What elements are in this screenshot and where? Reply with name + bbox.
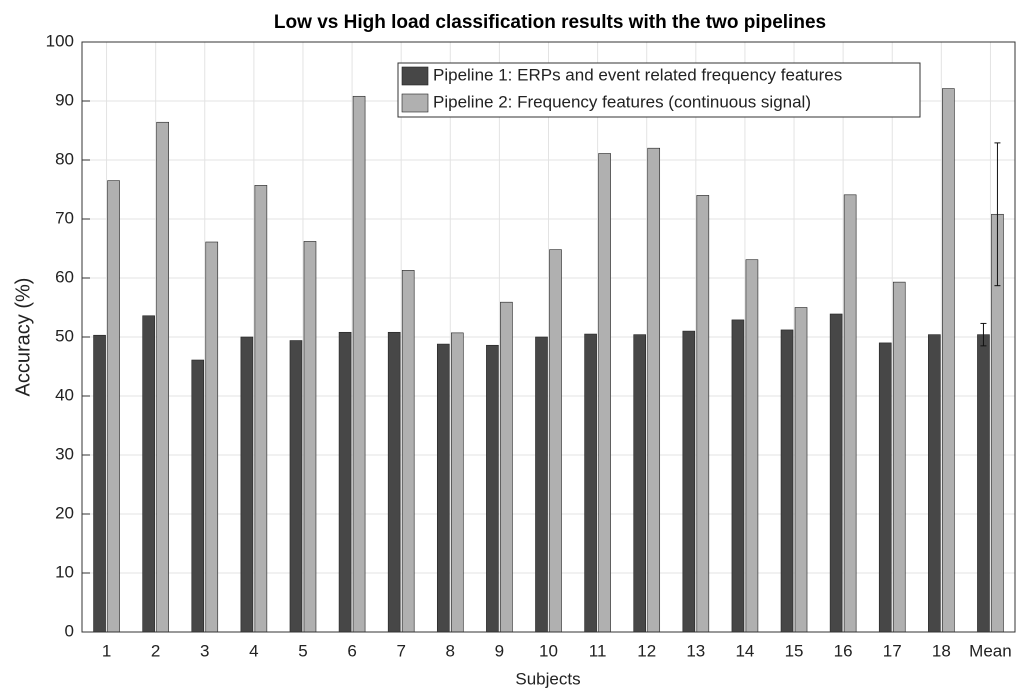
bar [107, 180, 120, 633]
x-tick-label: 3 [200, 641, 209, 660]
bar [254, 185, 268, 633]
x-tick-label: Mean [969, 641, 1012, 660]
y-tick-label: 60 [55, 267, 74, 286]
bar [745, 259, 759, 633]
bar [486, 344, 499, 633]
y-tick-label: 0 [65, 621, 74, 640]
legend: Pipeline 1: ERPs and event related frequ… [397, 62, 921, 118]
x-tick-label: 16 [834, 641, 853, 660]
bar [191, 359, 205, 633]
y-tick-label: 70 [55, 208, 74, 227]
bar [387, 331, 401, 633]
bar [928, 334, 941, 633]
bar [731, 319, 745, 633]
bar [401, 270, 415, 633]
x-tick-label: 12 [637, 641, 656, 660]
x-tick-label: 8 [446, 641, 455, 660]
x-tick-label: 18 [932, 641, 951, 660]
x-tick-label: 15 [785, 641, 804, 660]
y-tick-label: 40 [55, 385, 74, 404]
bar [303, 241, 317, 633]
x-tick-label: 4 [249, 641, 258, 660]
bar [977, 334, 990, 633]
bar [205, 241, 219, 633]
legend-label: Pipeline 2: Frequency features (continuo… [433, 92, 811, 111]
bar [450, 332, 464, 633]
bar [584, 333, 597, 633]
bar [500, 301, 513, 633]
bar [289, 340, 303, 633]
bar [352, 95, 366, 633]
bar [878, 342, 892, 633]
legend-label: Pipeline 1: ERPs and event related frequ… [433, 65, 842, 84]
x-tick-label: 7 [396, 641, 405, 660]
y-tick-label: 80 [55, 149, 74, 168]
grid [82, 41, 1015, 633]
x-tick-label: 6 [347, 641, 356, 660]
bar [598, 153, 611, 633]
x-tick-label: 2 [151, 641, 160, 660]
plot-frame [81, 41, 1016, 633]
plot [93, 88, 1004, 633]
bar [549, 249, 562, 633]
bar [696, 195, 710, 633]
bar [338, 331, 352, 633]
error-bar [980, 322, 987, 347]
y-tick-label: 50 [55, 326, 74, 345]
x-tick-label: 9 [495, 641, 504, 660]
error-bar [994, 142, 1001, 287]
bar [843, 194, 857, 633]
y-axis-label: Accuracy (%) [12, 278, 34, 397]
bar [240, 336, 254, 633]
y-tick-label: 10 [55, 562, 74, 581]
bar [142, 315, 155, 633]
legend-box [397, 62, 921, 118]
y-tick-label: 30 [55, 444, 74, 463]
x-tick-label: 13 [686, 641, 705, 660]
x-axis-label: Subjects [515, 669, 580, 688]
y-tick-label: 100 [46, 31, 74, 50]
bar [436, 343, 450, 633]
y-tick-label: 20 [55, 503, 74, 522]
bar [156, 121, 169, 633]
x-tick-label: 11 [589, 641, 607, 660]
x-tick-label: 5 [298, 641, 307, 660]
chart-title: Low vs High load classification results … [274, 12, 826, 33]
bar [780, 329, 794, 633]
bar [829, 313, 843, 633]
bar [794, 307, 808, 633]
bar [647, 147, 661, 633]
bar [633, 334, 647, 633]
legend-swatch [401, 66, 429, 86]
x-tick-label: 10 [539, 641, 558, 660]
bar [892, 281, 906, 633]
bar [535, 336, 548, 633]
legend-swatch [401, 93, 429, 113]
x-tick-label: 1 [102, 641, 111, 660]
bar [93, 334, 106, 633]
x-tick-label: 17 [883, 641, 902, 660]
bar [942, 88, 955, 633]
bar [682, 330, 696, 633]
y-tick-label: 90 [55, 90, 74, 109]
x-tick-label: 14 [735, 641, 754, 660]
